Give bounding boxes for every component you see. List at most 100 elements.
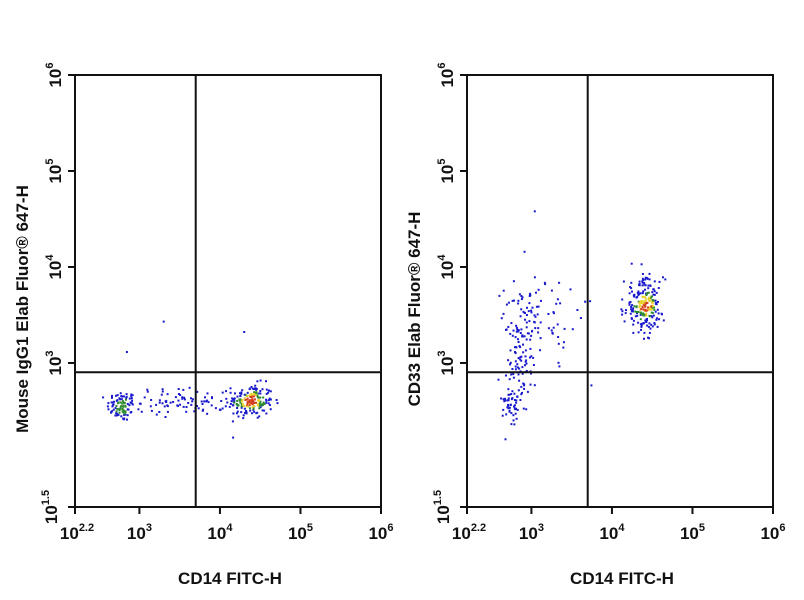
event-dot bbox=[550, 329, 553, 332]
event-dot bbox=[621, 310, 624, 313]
event-dot bbox=[540, 299, 542, 302]
event-dot bbox=[114, 414, 117, 417]
event-dot bbox=[637, 290, 640, 293]
event-dot bbox=[515, 346, 518, 349]
event-dot bbox=[632, 319, 635, 322]
event-dot bbox=[146, 388, 149, 391]
event-dot bbox=[115, 410, 118, 413]
event-dot bbox=[579, 317, 582, 319]
event-dot bbox=[221, 407, 224, 410]
event-dot bbox=[249, 396, 252, 398]
event-dot bbox=[267, 389, 270, 392]
event-dot bbox=[650, 311, 653, 314]
event-dot bbox=[510, 322, 513, 325]
event-dot bbox=[119, 398, 122, 401]
event-dot bbox=[232, 436, 235, 439]
event-dot bbox=[543, 281, 546, 284]
event-dot bbox=[500, 397, 503, 400]
event-dot bbox=[661, 313, 663, 316]
event-dot bbox=[502, 408, 505, 411]
event-dot bbox=[636, 314, 639, 317]
event-dot bbox=[630, 281, 633, 284]
event-dot bbox=[642, 279, 645, 281]
event-dot bbox=[514, 360, 517, 363]
event-dot bbox=[644, 305, 647, 308]
event-dot bbox=[644, 297, 647, 300]
event-dot bbox=[639, 300, 642, 303]
event-dot bbox=[255, 401, 257, 404]
event-dot bbox=[124, 405, 127, 408]
event-dot bbox=[259, 379, 262, 382]
event-dot bbox=[552, 312, 555, 315]
event-dot bbox=[235, 412, 238, 415]
event-dot bbox=[236, 399, 239, 402]
event-dot bbox=[241, 400, 244, 403]
event-dot bbox=[201, 409, 204, 412]
event-dot bbox=[509, 332, 512, 335]
event-dot bbox=[523, 335, 526, 338]
event-dot bbox=[642, 290, 645, 293]
event-dot bbox=[518, 293, 521, 296]
event-dot bbox=[203, 400, 206, 403]
event-dot bbox=[635, 306, 638, 309]
event-dot bbox=[590, 384, 593, 387]
event-dot bbox=[526, 390, 529, 393]
event-dot bbox=[634, 310, 637, 313]
event-dot bbox=[529, 383, 532, 386]
event-dot bbox=[259, 406, 262, 409]
event-dot bbox=[126, 418, 128, 421]
event-dot bbox=[265, 392, 268, 395]
x-tick-label: 102.2 bbox=[60, 522, 94, 543]
event-dot bbox=[539, 349, 542, 352]
event-dot bbox=[630, 308, 633, 311]
event-dot bbox=[521, 335, 524, 338]
event-dot bbox=[521, 391, 523, 394]
event-dot bbox=[641, 273, 644, 275]
event-dot bbox=[250, 396, 253, 399]
event-dot bbox=[534, 315, 537, 318]
event-dot bbox=[625, 309, 627, 312]
event-dot bbox=[240, 391, 243, 394]
event-dot bbox=[163, 405, 166, 408]
event-dot bbox=[251, 406, 254, 409]
event-dot bbox=[510, 373, 513, 376]
event-dot bbox=[637, 311, 640, 313]
event-dot bbox=[641, 306, 644, 309]
event-dot bbox=[510, 393, 513, 395]
event-dot bbox=[267, 402, 270, 405]
event-dot bbox=[121, 395, 124, 398]
event-dot bbox=[643, 337, 645, 340]
event-dot bbox=[639, 318, 642, 321]
event-dot bbox=[517, 338, 519, 341]
event-dot bbox=[254, 392, 257, 395]
event-dot bbox=[262, 401, 265, 404]
event-dot bbox=[253, 398, 256, 401]
event-dot bbox=[652, 293, 655, 296]
event-dot bbox=[165, 399, 168, 402]
event-dot bbox=[229, 391, 232, 394]
event-dot bbox=[519, 315, 522, 318]
event-dot bbox=[646, 291, 649, 294]
event-dot bbox=[644, 288, 646, 291]
event-dot bbox=[252, 400, 255, 402]
event-dot bbox=[522, 407, 525, 410]
event-dot bbox=[534, 327, 537, 330]
event-dot bbox=[246, 391, 249, 394]
event-dot bbox=[269, 390, 272, 393]
event-dot bbox=[238, 399, 241, 402]
event-dot bbox=[504, 438, 507, 441]
y-axis-title: CD33 Elab Fluor® 647-H bbox=[405, 212, 424, 407]
event-dot bbox=[232, 412, 235, 415]
event-dot bbox=[256, 404, 259, 407]
event-dot bbox=[130, 393, 133, 396]
event-dot bbox=[648, 331, 651, 334]
event-dot bbox=[658, 318, 660, 321]
event-dot bbox=[519, 346, 522, 349]
event-dot bbox=[529, 292, 531, 295]
event-dot bbox=[630, 287, 633, 290]
event-dot bbox=[115, 394, 117, 397]
event-dot bbox=[530, 372, 532, 375]
event-dot bbox=[647, 308, 650, 311]
event-dot bbox=[246, 398, 249, 401]
event-dot bbox=[196, 390, 199, 393]
